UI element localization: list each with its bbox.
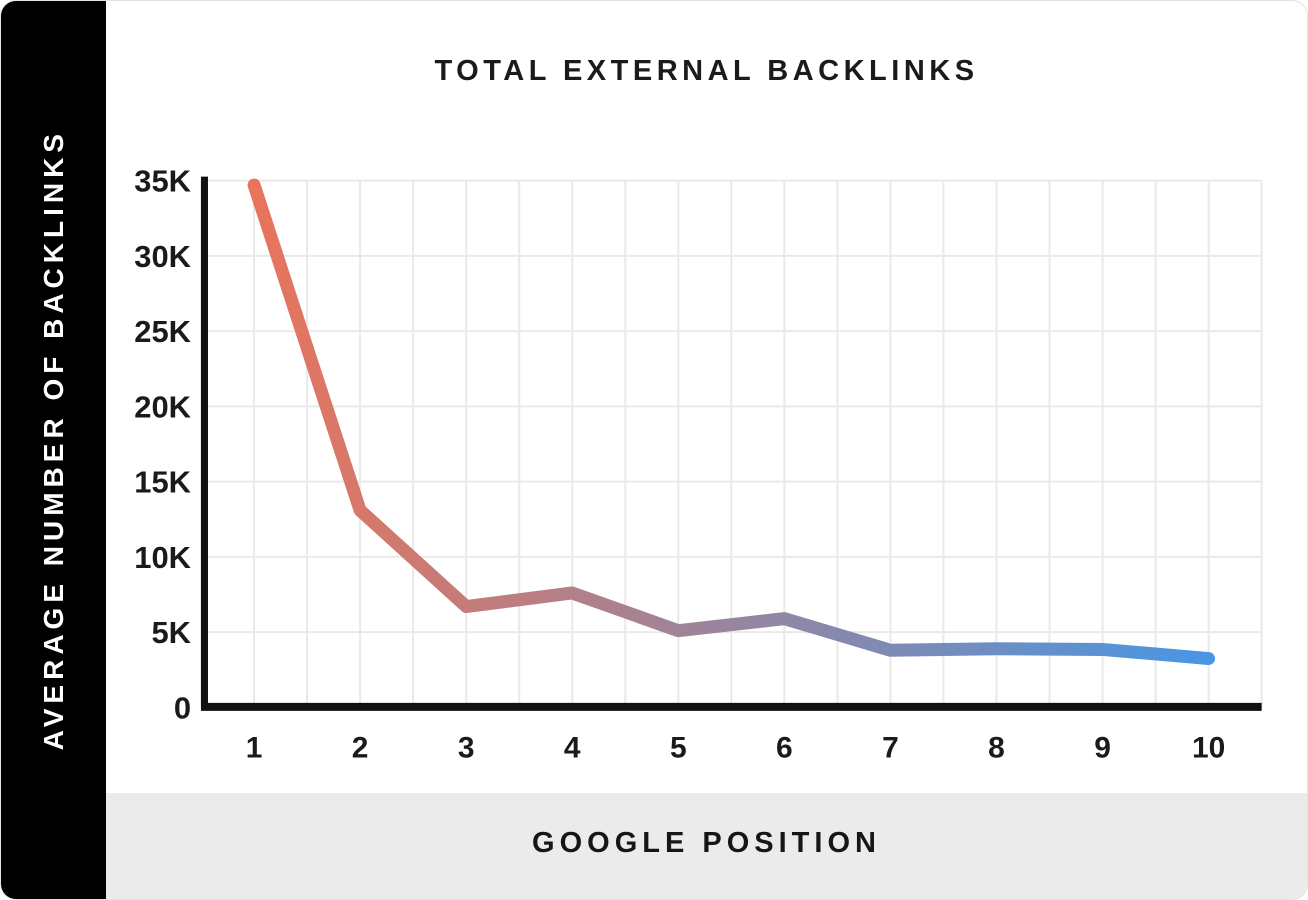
y-tick-label: 35K <box>134 164 191 199</box>
x-axis-title: GOOGLE POSITION <box>532 826 881 859</box>
chart-title: TOTAL EXTERNAL BACKLINKS <box>434 55 979 87</box>
x-axis-labels: 1 2 3 4 5 6 7 8 9 10 <box>246 731 1226 764</box>
x-tick-label: 4 <box>564 731 581 764</box>
x-axis-title-bar: GOOGLE POSITION <box>106 793 1307 899</box>
y-tick-label: 25K <box>134 314 191 349</box>
x-tick-label: 8 <box>988 731 1005 764</box>
x-tick-label: 2 <box>352 731 369 764</box>
x-tick-label: 10 <box>1192 731 1225 764</box>
y-axis-title-bar: AVERAGE NUMBER OF BACKLINKS <box>1 1 106 899</box>
gridlines <box>200 179 1263 709</box>
y-axis-labels: 0 5K 10K 15K 20K 25K 30K 35K <box>134 164 191 726</box>
x-tick-label: 9 <box>1094 731 1111 764</box>
y-tick-label: 15K <box>134 465 191 500</box>
y-tick-label: 0 <box>174 690 191 725</box>
y-tick-label: 10K <box>134 540 191 575</box>
y-tick-label: 20K <box>134 389 191 424</box>
axes <box>201 176 1262 711</box>
y-tick-label: 5K <box>151 615 191 650</box>
y-tick-label: 30K <box>134 239 191 274</box>
x-tick-label: 5 <box>670 731 687 764</box>
x-tick-label: 7 <box>882 731 899 764</box>
data-line <box>247 178 1216 666</box>
x-tick-label: 3 <box>458 731 475 764</box>
x-tick-label: 6 <box>776 731 793 764</box>
x-tick-label: 1 <box>246 731 263 764</box>
